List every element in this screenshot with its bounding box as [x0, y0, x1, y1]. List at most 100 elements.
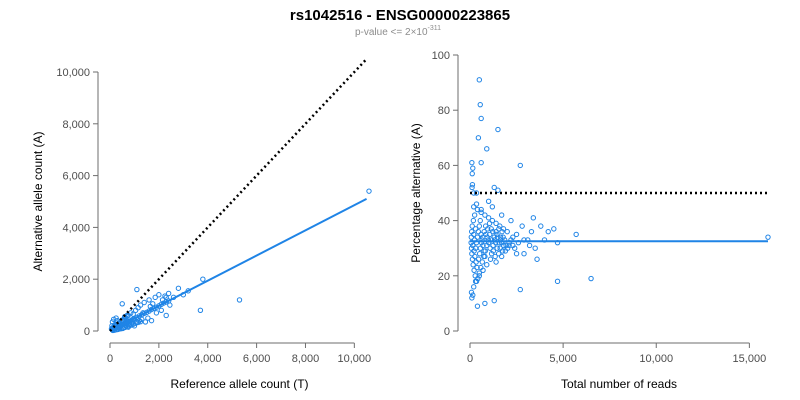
right-data-point	[478, 264, 484, 271]
right-data-point	[526, 242, 533, 249]
left-data-point	[134, 286, 140, 293]
right-y-tick-label: 60	[438, 160, 450, 172]
right-data-point	[588, 275, 594, 282]
right-data-point	[481, 248, 487, 254]
right-data-point	[469, 159, 475, 166]
right-y-tick-label: 40	[438, 216, 450, 228]
right-y-tick-label: 100	[432, 50, 450, 62]
right-data-point	[499, 248, 506, 254]
right-data-point	[476, 251, 483, 257]
right-data-point	[492, 253, 498, 260]
left-data-point	[236, 297, 243, 303]
right-data-point	[470, 242, 476, 249]
right-data-point	[472, 253, 478, 260]
right-data-point	[487, 256, 494, 262]
left-data-point	[145, 315, 151, 321]
right-data-point	[482, 300, 488, 307]
right-data-point	[473, 278, 480, 285]
left-x-tick-label: 0	[107, 353, 113, 365]
left-x-axis-label: Reference allele count (T)	[170, 377, 308, 391]
left-data-point	[141, 299, 147, 306]
right-data-point	[471, 212, 478, 218]
right-x-tick-label: 10,000	[639, 353, 673, 365]
right-data-point	[470, 262, 476, 268]
left-fit-line	[109, 198, 368, 332]
right-data-point	[473, 190, 480, 196]
right-data-point	[496, 226, 502, 232]
right-data-point	[497, 223, 503, 229]
left-data-point	[197, 307, 204, 313]
left-data-point	[165, 290, 172, 297]
right-data-point	[493, 220, 499, 227]
subtitle-text: p-value <= 2×10	[355, 27, 428, 38]
left-data-point	[119, 301, 125, 307]
right-data-point	[473, 201, 480, 207]
left-y-tick-label: 8,000	[62, 119, 90, 131]
right-data-point	[498, 212, 505, 218]
right-data-point	[495, 187, 501, 193]
right-data-point	[484, 234, 490, 240]
right-data-point	[498, 253, 505, 260]
left-x-tick-label: 6,000	[243, 353, 271, 365]
right-data-point	[517, 162, 523, 169]
right-data-point	[477, 101, 483, 108]
right-data-point	[476, 223, 483, 229]
right-data-point	[472, 226, 479, 232]
right-x-axis-label: Total number of reads	[561, 377, 677, 391]
right-data-point	[475, 256, 482, 262]
right-data-point	[499, 228, 505, 235]
right-data-point	[475, 135, 482, 141]
right-data-point	[497, 234, 504, 240]
left-data-point	[146, 297, 152, 303]
right-data-point	[468, 289, 475, 296]
right-x-tick-label: 0	[467, 353, 473, 365]
left-data-point	[167, 302, 173, 308]
right-data-point	[469, 170, 475, 177]
left-data-point	[158, 307, 165, 313]
right-data-point	[491, 297, 497, 304]
right-data-point	[489, 204, 496, 210]
right-data-point	[534, 256, 540, 262]
right-data-point	[504, 228, 510, 235]
right-data-point	[482, 212, 488, 218]
right-data-point	[471, 284, 477, 290]
right-data-point	[484, 146, 490, 152]
right-y-tick-label: 0	[444, 326, 450, 338]
right-data-point	[488, 251, 495, 257]
right-data-point	[504, 245, 511, 251]
right-data-point	[475, 228, 482, 235]
right-data-point	[477, 217, 483, 224]
left-data-point	[200, 276, 206, 282]
right-x-tick-label: 15,000	[733, 353, 767, 365]
right-data-point	[538, 223, 544, 229]
left-data-point	[175, 285, 182, 291]
left-data-point	[152, 294, 158, 301]
left-data-point	[159, 297, 166, 303]
right-data-point	[478, 159, 484, 166]
right-data-point	[494, 231, 500, 238]
left-data-point	[132, 320, 139, 326]
right-data-point	[478, 206, 484, 213]
right-data-point	[491, 234, 497, 240]
right-data-point	[470, 217, 477, 224]
right-data-point	[471, 248, 477, 254]
right-data-point	[495, 251, 502, 257]
right-data-point	[493, 228, 499, 235]
right-data-point	[479, 259, 485, 265]
right-data-point	[494, 234, 501, 240]
right-data-point	[494, 245, 500, 251]
right-data-point	[474, 264, 480, 271]
right-data-point	[476, 77, 483, 83]
right-data-point	[469, 223, 475, 229]
right-data-point	[513, 231, 520, 238]
right-data-point	[476, 270, 483, 276]
left-scatter-plot: 0 2,000 4,000 6,000 8,000 10,000 0 2,000 4,000 6,…	[31, 58, 372, 391]
left-data-point	[130, 321, 136, 327]
right-data-point	[503, 242, 509, 249]
right-data-point	[519, 223, 525, 229]
right-data-point	[471, 267, 477, 273]
left-data-point	[162, 293, 168, 299]
right-data-point	[493, 259, 499, 265]
right-data-point	[528, 228, 535, 235]
